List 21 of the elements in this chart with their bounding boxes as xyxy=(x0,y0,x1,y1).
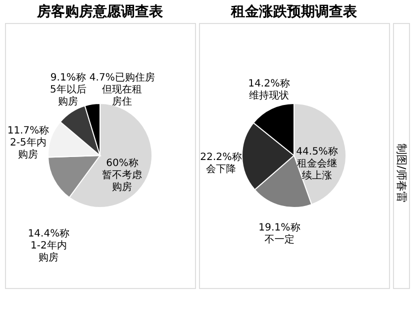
data-label: 14.4%称 xyxy=(28,228,70,240)
slice-label: 但现在租房住 xyxy=(102,84,142,108)
slice-label: 会下降 xyxy=(206,162,236,175)
data-label: 9.1%称 xyxy=(50,72,86,84)
slice-label: 租金会继续上涨 xyxy=(297,157,338,182)
data-label: 19.1%称 xyxy=(258,222,300,234)
data-label: 14.2%称 xyxy=(248,78,290,90)
data-label: 44.5%称 xyxy=(296,145,338,158)
slice-label: 1-2年内购房 xyxy=(30,240,67,264)
slice-label: 维持现状 xyxy=(248,90,289,102)
chart-title: 租金涨跌预期调查表 xyxy=(230,4,358,20)
data-label: 22.2%称 xyxy=(200,150,242,163)
data-label: 11.7%称 xyxy=(7,124,50,137)
slice-label: 5年以后购房 xyxy=(50,84,86,108)
text: 制图/师春雷 xyxy=(395,144,408,202)
chart-title: 房客购房意愿调查表 xyxy=(36,3,164,20)
data-label: 60%称 xyxy=(106,156,138,169)
data-label: 4.7%已购住房 xyxy=(89,72,155,84)
slice-label: 2-5年内购房 xyxy=(10,136,46,161)
slice-label: 不一定 xyxy=(264,234,294,246)
slice-label: 暂不考虑购房 xyxy=(102,168,142,193)
